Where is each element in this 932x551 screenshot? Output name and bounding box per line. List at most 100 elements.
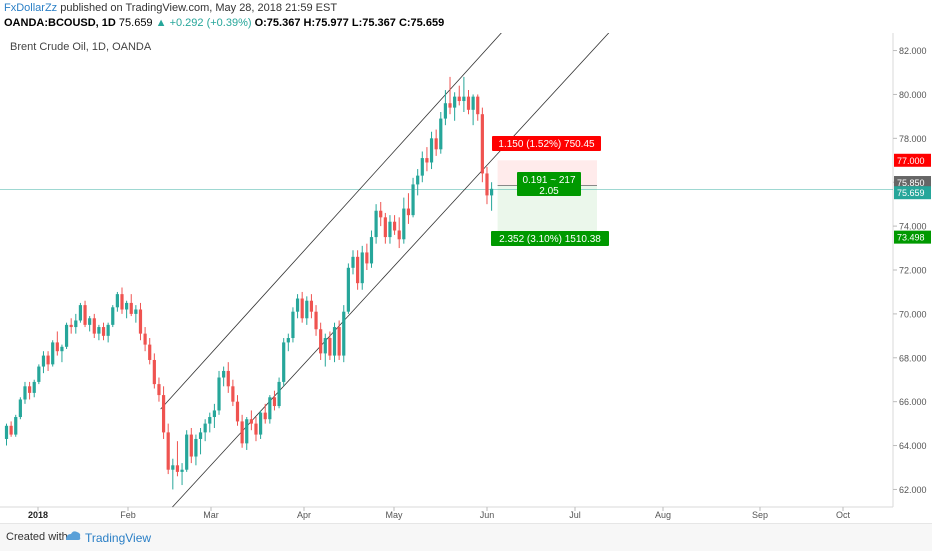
candle-body — [69, 324, 73, 328]
last-price: 75.659 — [118, 17, 153, 29]
candle-body — [300, 298, 304, 319]
x-tick-label: Jun — [480, 510, 495, 520]
candle-body — [14, 417, 18, 435]
candle-body — [222, 370, 226, 378]
ratio-label-text: 0.191 ~ 217 — [522, 175, 576, 186]
candle-body — [360, 252, 364, 284]
y-tick-label: 74.000 — [899, 222, 927, 232]
publish-info: FxDollarZz published on TradingView.com,… — [4, 2, 337, 14]
candle-body — [406, 208, 411, 216]
candle-body — [323, 338, 327, 354]
candle-body — [4, 425, 9, 439]
ratio-label-text: 2.05 — [539, 186, 559, 197]
candle-body — [240, 421, 244, 444]
candle-body — [471, 96, 475, 110]
y-tick-label: 70.000 — [899, 309, 927, 319]
x-tick-label: Oct — [836, 510, 851, 520]
candle-body — [259, 412, 263, 435]
candle-body — [448, 103, 452, 108]
chart-title: Brent Crude Oil, 1D, OANDA — [10, 41, 152, 53]
y-tick-label: 68.000 — [899, 353, 927, 363]
candle-body — [32, 381, 36, 393]
price-tag-label: 77.000 — [897, 156, 925, 166]
candle-body — [157, 384, 161, 396]
candle-body — [92, 318, 96, 334]
candle-body — [101, 327, 106, 336]
x-tick-label: Sep — [752, 510, 768, 520]
candle-body — [138, 309, 143, 334]
created-with-text: Created with — [6, 531, 68, 543]
candle-body — [397, 230, 401, 240]
ohlc-close: C:75.659 — [398, 17, 445, 29]
x-tick-label: Feb — [120, 510, 136, 520]
candle-body — [143, 333, 147, 345]
candle-body — [420, 158, 424, 176]
candle-body — [328, 338, 332, 356]
price-tag-label: 75.850 — [897, 178, 925, 188]
candle-body — [231, 386, 235, 402]
candle-body — [383, 217, 387, 238]
chart-area[interactable]: Brent Crude Oil, 1D, OANDA 62.000 64.000 66… — [0, 32, 932, 520]
price-tag-box — [894, 176, 931, 190]
candle-body — [60, 346, 64, 352]
candle-body — [457, 96, 461, 102]
candle-body — [180, 469, 184, 472]
price-tag-label: 75.659 — [897, 188, 925, 198]
candle-body — [342, 311, 346, 356]
y-tick-label: 78.000 — [899, 134, 927, 144]
y-tick-label: 72.000 — [899, 266, 927, 276]
candle-body — [466, 96, 471, 110]
candle-body — [88, 318, 92, 325]
candle-body — [485, 173, 489, 196]
candle-body — [120, 294, 124, 310]
price-change: ▲ +0.292 (+0.39%) — [155, 17, 252, 29]
tradingview-logo-icon[interactable] — [64, 529, 82, 548]
candle-body — [189, 434, 193, 457]
y-tick-label: 64.000 — [899, 441, 927, 451]
candle-body — [111, 307, 115, 325]
candle-body — [249, 419, 253, 424]
candle-body — [134, 309, 138, 314]
candle-body — [439, 118, 443, 150]
x-tick-label: Aug — [655, 510, 671, 520]
candle-body — [268, 397, 272, 420]
price-tag-box — [894, 153, 931, 167]
chart-header: FxDollarZz published on TradingView.com,… — [0, 0, 932, 33]
published-text: published on TradingView.com, May 28, 20… — [60, 2, 338, 14]
channel-upper-line — [160, 32, 502, 410]
candle-body — [129, 302, 133, 314]
y-tick-label: 66.000 — [899, 397, 927, 407]
candle-body — [369, 237, 374, 264]
author-link[interactable]: FxDollarZz — [4, 2, 58, 14]
candle-body — [332, 327, 337, 356]
footer-bar: Created with TradingView — [0, 523, 932, 551]
price-chart[interactable]: Brent Crude Oil, 1D, OANDA 62.000 64.000 66… — [0, 32, 932, 520]
symbol-label: OANDA:BCOUSD, 1D — [4, 17, 116, 29]
candle-body — [28, 386, 32, 393]
candle-body — [309, 300, 314, 312]
candle-body — [175, 465, 180, 472]
candle-body — [125, 302, 129, 310]
candle-body — [83, 305, 87, 325]
candle-body — [277, 381, 281, 407]
candle-body — [272, 397, 277, 407]
candle-body — [453, 96, 457, 108]
candle-body — [319, 329, 323, 354]
candle-body — [9, 425, 13, 435]
candle-body — [106, 324, 110, 336]
candle-body — [392, 221, 397, 231]
candle-body — [23, 386, 27, 400]
candle-body — [64, 324, 69, 347]
y-tick-label: 62.000 — [899, 485, 927, 495]
candle-body — [434, 138, 438, 150]
candle-body — [388, 221, 392, 238]
candle-body — [295, 298, 300, 312]
ratio-label-box — [517, 172, 581, 196]
x-tick-label: Jul — [569, 510, 581, 520]
candle-body — [41, 355, 46, 367]
reward-label-text: 2.352 (3.10%) 1510.38 — [499, 234, 601, 245]
candle-body — [245, 419, 249, 444]
price-tag-box — [894, 186, 931, 200]
candle-body — [217, 377, 221, 411]
tradingview-brand-link[interactable]: TradingView — [85, 531, 152, 545]
